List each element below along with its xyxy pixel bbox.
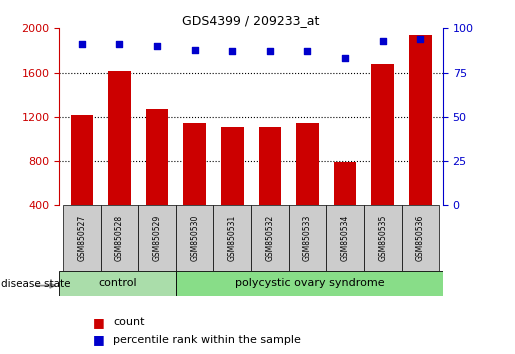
Bar bbox=[59, 271, 176, 296]
Point bbox=[191, 47, 199, 52]
Text: GSM850529: GSM850529 bbox=[152, 215, 162, 261]
Point bbox=[266, 48, 274, 54]
Text: GSM850534: GSM850534 bbox=[340, 215, 350, 261]
Bar bbox=[289, 205, 327, 271]
Bar bbox=[409, 35, 432, 205]
Text: ■: ■ bbox=[93, 316, 105, 329]
Text: GSM850536: GSM850536 bbox=[416, 215, 425, 261]
Text: polycystic ovary syndrome: polycystic ovary syndrome bbox=[234, 278, 384, 288]
Point bbox=[78, 41, 86, 47]
Text: GSM850532: GSM850532 bbox=[265, 215, 274, 261]
Bar bbox=[364, 205, 402, 271]
Text: GSM850533: GSM850533 bbox=[303, 215, 312, 261]
Bar bbox=[108, 72, 131, 205]
Text: disease state: disease state bbox=[1, 279, 71, 289]
Bar bbox=[176, 271, 443, 296]
Bar bbox=[221, 127, 244, 205]
Point bbox=[303, 48, 312, 54]
Point bbox=[341, 56, 349, 61]
Bar bbox=[146, 109, 168, 205]
Bar bbox=[63, 205, 100, 271]
Bar bbox=[334, 162, 356, 205]
Point bbox=[115, 41, 124, 47]
Bar bbox=[176, 205, 213, 271]
Title: GDS4399 / 209233_at: GDS4399 / 209233_at bbox=[182, 14, 320, 27]
Text: GSM850528: GSM850528 bbox=[115, 215, 124, 261]
Bar bbox=[100, 205, 138, 271]
Bar bbox=[296, 124, 319, 205]
Bar bbox=[251, 205, 289, 271]
Text: count: count bbox=[113, 317, 145, 327]
Bar bbox=[138, 205, 176, 271]
Bar bbox=[183, 124, 206, 205]
Text: ■: ■ bbox=[93, 333, 105, 346]
Point bbox=[379, 38, 387, 44]
Text: GSM850527: GSM850527 bbox=[77, 215, 87, 261]
Point bbox=[228, 48, 236, 54]
Bar bbox=[327, 205, 364, 271]
Bar bbox=[402, 205, 439, 271]
Bar bbox=[371, 64, 394, 205]
Text: control: control bbox=[98, 278, 137, 288]
Text: GSM850535: GSM850535 bbox=[378, 215, 387, 261]
Text: GSM850530: GSM850530 bbox=[190, 215, 199, 261]
Text: GSM850531: GSM850531 bbox=[228, 215, 237, 261]
Point bbox=[153, 43, 161, 49]
Bar bbox=[259, 127, 281, 205]
Text: percentile rank within the sample: percentile rank within the sample bbox=[113, 335, 301, 345]
Point bbox=[416, 36, 424, 42]
Bar bbox=[213, 205, 251, 271]
Bar bbox=[71, 115, 93, 205]
